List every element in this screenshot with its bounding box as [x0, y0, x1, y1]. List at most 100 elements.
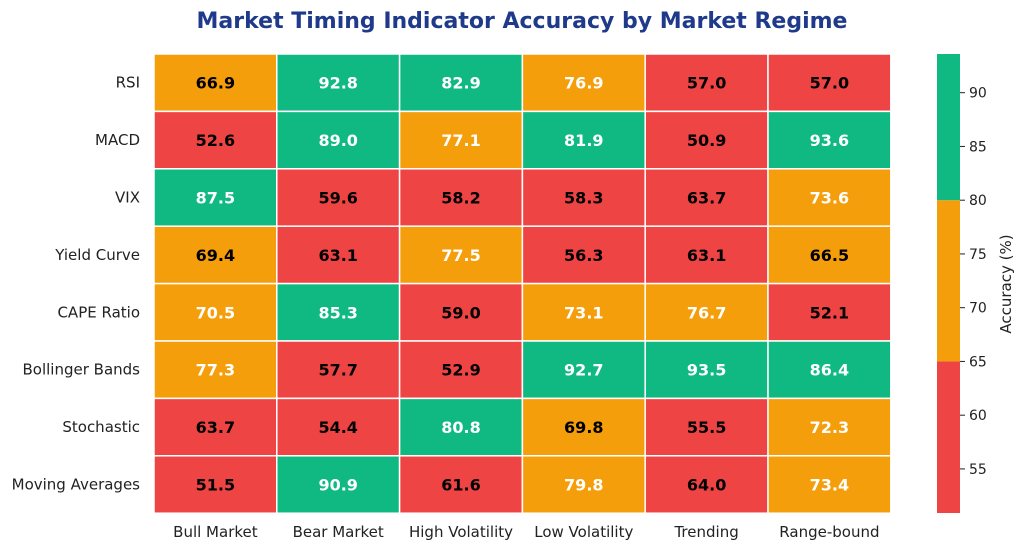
cell-value-label: 86.4 [810, 361, 849, 380]
heatmap-cell [153, 53, 278, 113]
cell-value-label: 63.1 [318, 246, 357, 265]
cell-value-label: 63.7 [687, 189, 726, 208]
column-label: Bull Market [173, 523, 258, 541]
heatmap-cell [153, 455, 278, 514]
colorbar-band [937, 361, 960, 513]
column-labels: Bull Market Bear Market High Volatility Low… [173, 523, 879, 541]
cell-value-label: 82.9 [441, 74, 480, 93]
heatmap-cell [767, 340, 892, 400]
cell-value-label: 76.9 [564, 74, 603, 93]
cell-value-label: 70.5 [196, 303, 235, 322]
heatmap-cell [521, 225, 646, 285]
cell-value-label: 56.3 [564, 246, 603, 265]
cell-value-label: 73.4 [810, 476, 849, 495]
heatmap-cell [521, 455, 646, 514]
cell-value-label: 51.5 [196, 476, 235, 495]
cell-value-label: 59.6 [318, 189, 357, 208]
cell-value-label: 69.8 [564, 418, 603, 437]
cell-value-label: 61.6 [441, 476, 480, 495]
column-label: High Volatility [409, 523, 513, 541]
heatmap-cell [767, 282, 892, 342]
heatmap-cell [644, 455, 769, 514]
heatmap-cell [767, 168, 892, 227]
heatmap-cell [276, 225, 401, 285]
heatmap-cell [644, 225, 769, 285]
heatmap-cell [521, 397, 646, 457]
column-label: Trending [673, 523, 738, 541]
cell-value-label: 80.8 [441, 418, 480, 437]
row-label: CAPE Ratio [57, 303, 140, 321]
colorbar-tick-label: 60 [969, 408, 987, 424]
heatmap-cell [521, 282, 646, 342]
colorbar-tick-label: 55 [969, 462, 987, 478]
cell-value-label: 77.5 [441, 246, 480, 265]
cell-value-label: 89.0 [318, 131, 357, 150]
cell-value-label: 77.1 [441, 131, 480, 150]
cell-value-label: 93.5 [687, 361, 726, 380]
cell-value-label: 57.7 [318, 361, 357, 380]
cell-value-label: 52.1 [810, 303, 849, 322]
row-label: Stochastic [62, 418, 140, 436]
colorbar-tick-label: 85 [969, 139, 987, 155]
cell-value-label: 55.5 [687, 418, 726, 437]
colorbar-tick-label: 90 [969, 86, 987, 102]
cell-value-label: 64.0 [687, 476, 726, 495]
colorbar-tick-label: 65 [969, 354, 987, 370]
colorbar: 55 60 65 70 75 80 85 90 [937, 54, 987, 513]
cell-value-label: 66.5 [810, 246, 849, 265]
cell-value-label: 52.9 [441, 361, 480, 380]
colorbar-band [937, 200, 960, 362]
cell-value-label: 58.3 [564, 189, 603, 208]
heatmap-cell [398, 53, 524, 113]
heatmap-cell [398, 397, 524, 457]
row-label: VIX [115, 189, 140, 207]
heatmap-cell [644, 282, 769, 342]
cell-value-label: 76.7 [687, 303, 726, 322]
cell-value-label: 63.1 [687, 246, 726, 265]
row-label: Yield Curve [54, 246, 140, 264]
heatmap-cell [153, 282, 278, 342]
heatmap-cell [767, 225, 892, 285]
row-label: Moving Averages [12, 476, 141, 494]
cell-value-label: 72.3 [810, 418, 849, 437]
heatmap-cell [153, 340, 278, 400]
cell-value-label: 57.0 [810, 74, 849, 93]
row-labels: RSI MACD VIX Yield Curve CAPE Ratio Bollinger… [12, 74, 141, 494]
cell-value-label: 50.9 [687, 131, 726, 150]
heatmap-cell [644, 168, 769, 227]
cell-value-label: 73.1 [564, 303, 603, 322]
row-label: MACD [95, 131, 140, 149]
heatmap-cell [398, 225, 524, 285]
cell-value-label: 77.3 [196, 361, 235, 380]
heatmap-cell [276, 168, 401, 227]
colorbar-label: Accuracy (%) [997, 234, 1015, 333]
heatmap-cell [521, 168, 646, 227]
column-label: Bear Market [293, 523, 384, 541]
cell-value-label: 58.2 [441, 189, 480, 208]
cell-value-label: 73.6 [810, 189, 849, 208]
heatmap-cell [767, 53, 892, 113]
heatmap-cell [767, 110, 892, 170]
heatmap-cell [398, 455, 524, 514]
cell-value-label: 54.4 [318, 418, 357, 437]
colorbar-band [937, 54, 960, 201]
heatmap-cell [767, 397, 892, 457]
colorbar-tick-label: 80 [969, 193, 987, 209]
cell-value-label: 92.7 [564, 361, 603, 380]
cell-value-label: 69.4 [196, 246, 235, 265]
heatmap-cell [521, 110, 646, 170]
cell-value-label: 92.8 [318, 74, 357, 93]
row-label: RSI [116, 74, 140, 92]
heatmap-cell [767, 455, 892, 514]
row-label: Bollinger Bands [23, 361, 141, 379]
column-label: Range-bound [779, 523, 879, 541]
heatmap-cell [153, 225, 278, 285]
heatmap-cells: 66.9 92.8 82.9 76.9 57.0 57.0 52.6 89.0 77.1 81.9… [153, 53, 892, 514]
heatmap-cell [398, 282, 524, 342]
heatmap-cell [276, 53, 401, 113]
cell-value-label: 81.9 [564, 131, 603, 150]
heatmap-cell [276, 110, 401, 170]
cell-value-label: 90.9 [318, 476, 357, 495]
column-label: Low Volatility [534, 523, 633, 541]
